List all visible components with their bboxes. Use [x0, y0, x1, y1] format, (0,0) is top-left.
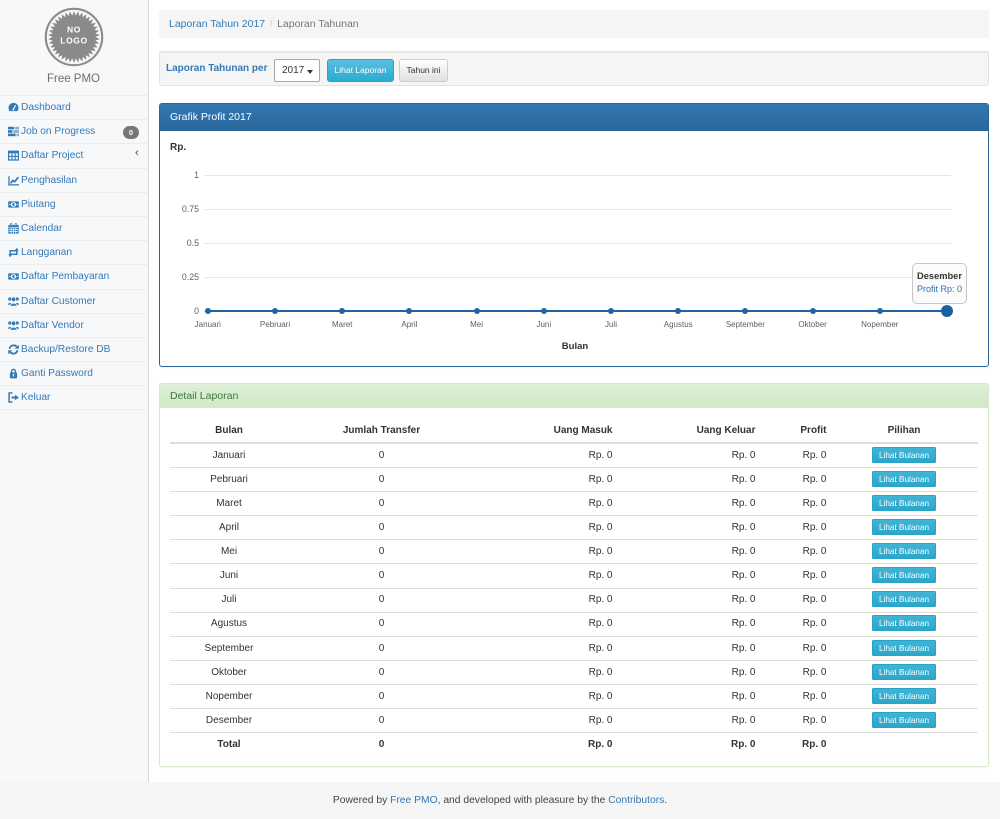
svg-text:LOGO: LOGO: [60, 36, 87, 46]
svg-text:NO: NO: [67, 25, 81, 35]
